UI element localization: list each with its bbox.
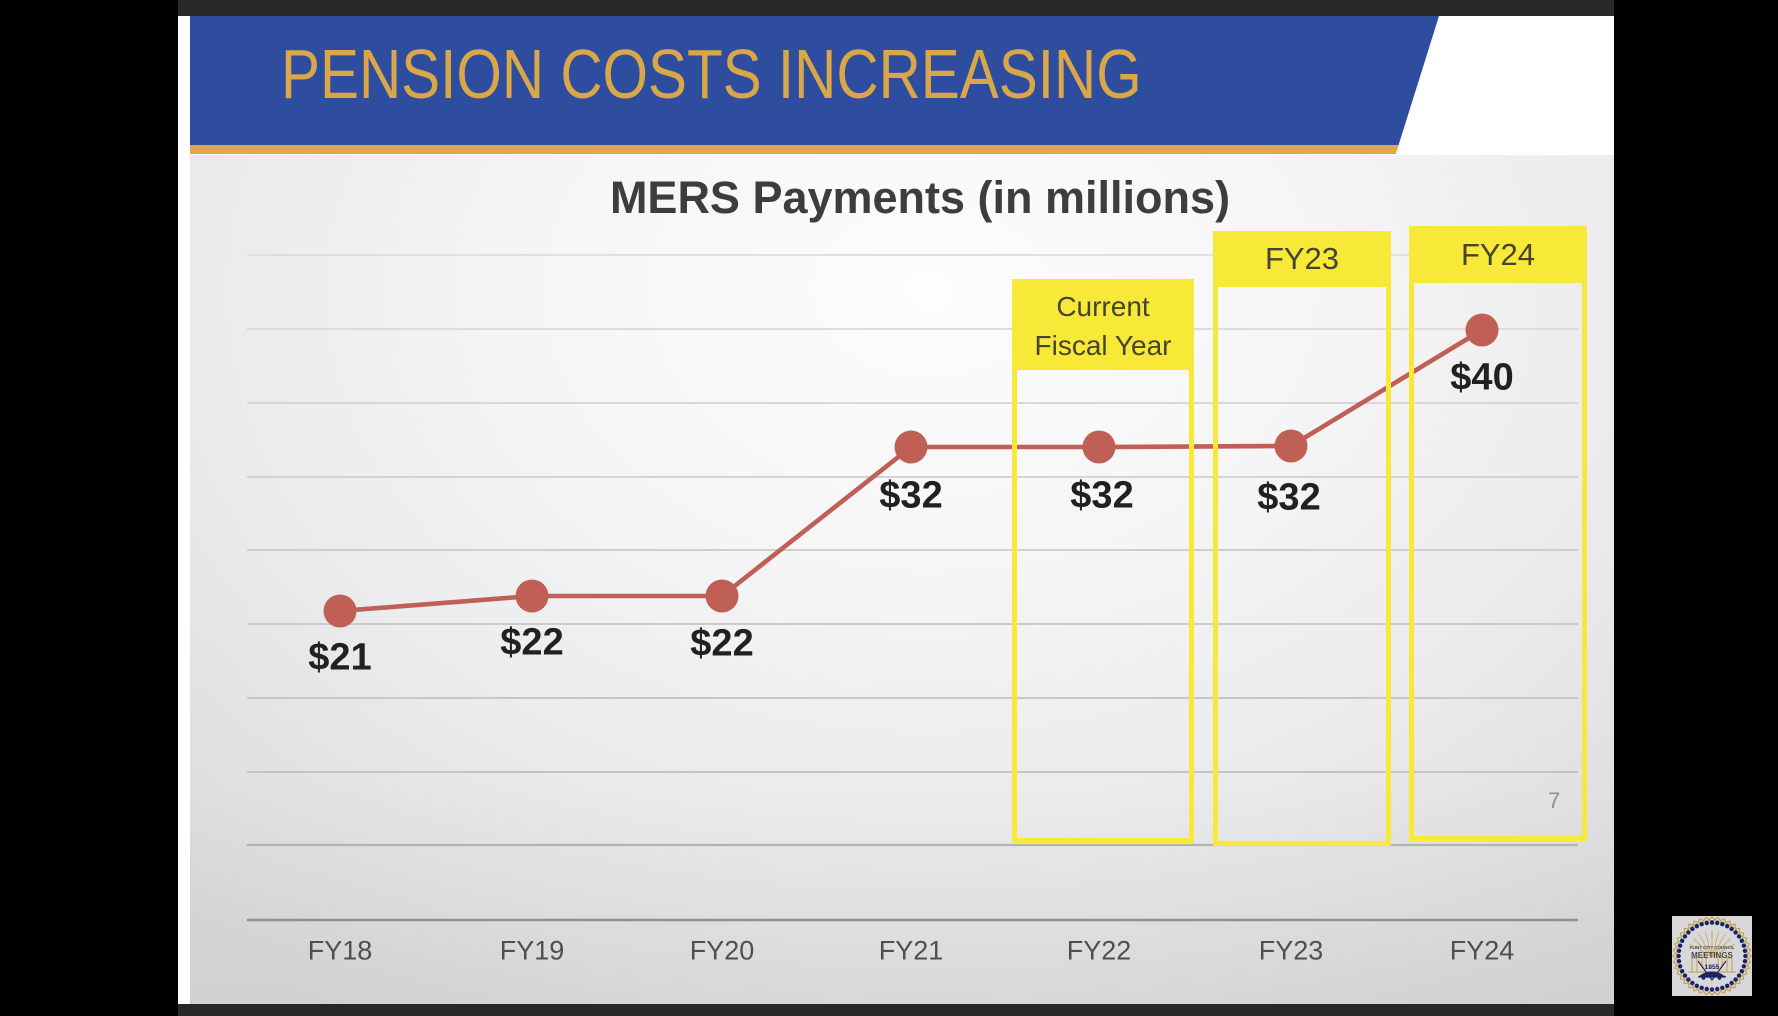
svg-text:MEETINGS: MEETINGS [1691,951,1733,960]
svg-text:FLINT CITY COUNCIL: FLINT CITY COUNCIL [1690,945,1735,950]
svg-text:1855: 1855 [1705,964,1720,971]
